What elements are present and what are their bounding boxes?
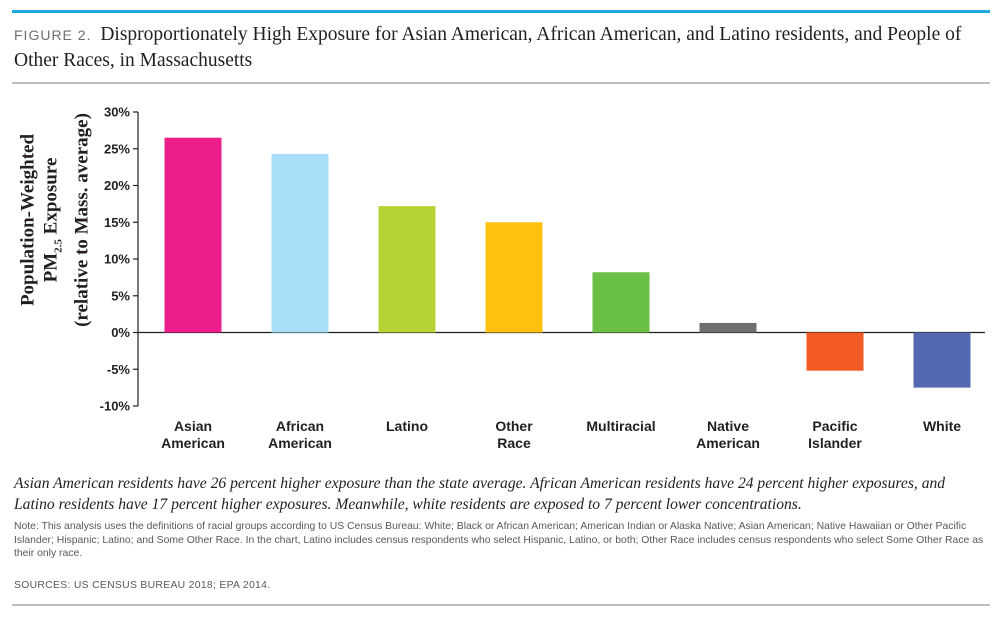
top-rule <box>12 10 990 13</box>
title-rule <box>12 82 990 84</box>
x-category-label: American <box>268 435 332 451</box>
y-tick-label: 10% <box>104 252 130 267</box>
x-category-label: Latino <box>386 418 428 434</box>
y-tick-label: -5% <box>107 362 131 377</box>
x-category-label: Islander <box>808 435 862 451</box>
y-tick-label: 20% <box>104 178 130 193</box>
x-category-label: Pacific <box>812 418 857 434</box>
bar <box>485 222 543 333</box>
bar <box>164 137 222 333</box>
x-category-label: American <box>161 435 225 451</box>
bar <box>699 322 757 333</box>
y-tick-label: -10% <box>100 399 131 414</box>
bar <box>913 332 971 388</box>
bar <box>592 272 650 333</box>
figure-label: FIGURE 2. <box>14 27 92 43</box>
chart-caption: Asian American residents have 26 percent… <box>14 475 946 513</box>
figure-title-text: Disproportionately High Exposure for Asi… <box>14 24 962 71</box>
x-category-label: Native <box>707 418 749 434</box>
chart-note: Note: This analysis uses the definitions… <box>14 521 984 559</box>
bar <box>271 153 329 333</box>
x-category-label: Other <box>495 418 533 434</box>
y-tick-label: 0% <box>111 325 130 340</box>
x-category-label: African <box>276 418 324 434</box>
figure-title: FIGURE 2. Disproportionately High Exposu… <box>14 22 974 74</box>
x-category-label: Multiracial <box>586 418 655 434</box>
bar <box>806 332 864 371</box>
chart-sources: SOURCES: US CENSUS BUREAU 2018; EPA 2014… <box>14 580 271 591</box>
x-category-label: American <box>696 435 760 451</box>
x-category-label: White <box>923 418 961 434</box>
y-tick-label: 30% <box>104 105 130 120</box>
x-category-label: Asian <box>174 418 212 434</box>
x-category-label: Race <box>497 435 531 451</box>
bar <box>378 206 436 333</box>
y-tick-label: 25% <box>104 141 130 156</box>
y-tick-label: 15% <box>104 215 130 230</box>
bottom-rule <box>12 604 990 606</box>
y-tick-label: 5% <box>111 288 130 303</box>
bar-chart: 30%25%20%15%10%5%0%-5%-10%AsianAmericanA… <box>100 105 985 451</box>
